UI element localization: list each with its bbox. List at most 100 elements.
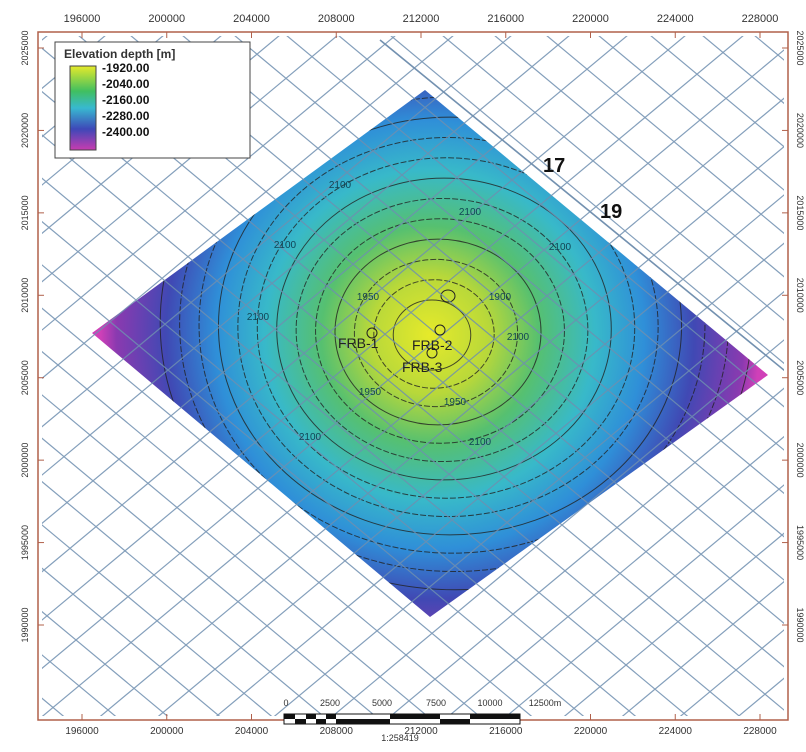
y-tick-label-left: 1990000 [20, 607, 30, 642]
seismic-line [42, 36, 744, 621]
seismic-line [42, 307, 533, 716]
well-label: FRB-2 [412, 337, 453, 353]
seismic-line [338, 36, 784, 408]
seismic-line [650, 36, 784, 148]
x-tick-label-bottom: 224000 [659, 726, 693, 737]
seismic-line [42, 524, 273, 716]
seismic-line [182, 36, 784, 538]
seismic-line [447, 435, 784, 716]
x-tick-label-top: 212000 [403, 13, 440, 25]
x-tick-label-top: 196000 [64, 13, 101, 25]
contour [256, 157, 636, 499]
scale-ratio: 1:258419 [381, 733, 419, 743]
scale-label: 2500 [320, 698, 340, 708]
seismic-line [273, 290, 784, 716]
contour-label: 2100 [299, 432, 322, 443]
contour [276, 177, 612, 481]
well-marker [426, 347, 438, 359]
scale-segment [336, 719, 390, 724]
x-tick-label-top: 228000 [742, 13, 779, 25]
seismic-line [42, 36, 454, 380]
contour-label: 2100 [459, 207, 482, 218]
seismic-line [42, 36, 570, 476]
contour-label: 1900 [489, 292, 512, 303]
seismic-line [621, 580, 784, 716]
y-tick-label-left: 2005000 [20, 360, 30, 395]
y-tick-label-right: 2020000 [795, 113, 805, 148]
y-tick-label-right: 2015000 [795, 195, 805, 230]
scale-segment [295, 719, 306, 724]
scale-label: 10000 [477, 698, 502, 708]
legend-label: -1920.00 [102, 61, 150, 75]
seismic-line [389, 387, 784, 716]
seismic-line [286, 36, 784, 451]
seismic-line [42, 610, 169, 716]
scale-bar: 0 2500 5000 7500 10000 12500m 1:258419 [283, 698, 561, 743]
y-tick-label-left: 2000000 [20, 443, 30, 478]
x-tick-label-bottom: 196000 [65, 726, 99, 737]
legend-ramp [69, 65, 97, 151]
x-tick-label-top: 200000 [148, 13, 185, 25]
contour [315, 218, 565, 444]
surface [92, 90, 768, 617]
annotations: 17 19 FRB-1 FRB-2 FRB-3 2100 2100 2100 2100 2100 2… [247, 155, 622, 448]
x-tick-label-top: 208000 [318, 13, 355, 25]
legend-label: -2040.00 [102, 77, 150, 91]
scale-label: 0 [283, 698, 288, 708]
seismic-line [215, 242, 784, 716]
contour-label: 1950 [359, 387, 382, 398]
y-tick-label-left: 2015000 [20, 195, 30, 230]
contour-label: 2100 [549, 242, 572, 253]
y-tick-label-left: 2010000 [20, 278, 30, 313]
legend-label: -2400.00 [102, 125, 150, 139]
contour-label: 1950 [357, 292, 380, 303]
seismic-line [505, 484, 784, 716]
scale-segment [316, 719, 326, 724]
scale-segment [326, 714, 336, 719]
scale-segment [306, 714, 316, 719]
x-tick-label-bottom: 212000 [404, 726, 438, 737]
scale-label: 5000 [372, 698, 392, 708]
contour [353, 258, 519, 408]
seismic-line [379, 39, 784, 372]
scale-segment [470, 714, 520, 719]
legend-label: -2160.00 [102, 93, 150, 107]
contour [373, 279, 495, 389]
y-tick-label-left: 1995000 [20, 525, 30, 560]
contour [392, 299, 472, 371]
legend-title: Elevation depth [m] [64, 47, 175, 61]
y-tick-label-left: 2020000 [20, 113, 30, 148]
legend-label: -2280.00 [102, 109, 150, 123]
line-label: 17 [543, 155, 565, 177]
y-tick-label-right: 1995000 [795, 525, 805, 560]
seismic-line [42, 264, 585, 716]
contour-label: 1950 [444, 397, 467, 408]
y-tick-label-left: 2025000 [20, 30, 30, 65]
scale-segment [440, 719, 470, 724]
seismic-line [42, 220, 637, 716]
well-marker [366, 327, 378, 339]
x-tick-label-bottom: 204000 [235, 726, 269, 737]
seismic-line [390, 36, 784, 365]
y-tick-label-right: 2000000 [795, 443, 805, 478]
axis-ticks: 196000 196000 200000 200000 204000 204000 2080… [20, 13, 805, 737]
seismic-line [99, 145, 784, 716]
x-tick-label-top: 204000 [233, 13, 270, 25]
seismic-line [42, 480, 325, 716]
x-tick-label-top: 224000 [657, 13, 694, 25]
scale-segment [284, 714, 295, 719]
seismic-line [563, 532, 784, 716]
x-tick-label-bottom: 208000 [320, 726, 354, 737]
x-tick-label-bottom: 220000 [574, 726, 608, 737]
seismic-line [42, 567, 221, 716]
seismic-line [42, 350, 481, 716]
seismic-line [42, 36, 628, 525]
seismic-line [494, 36, 784, 278]
seismic-line [42, 36, 686, 573]
well-marker [434, 324, 446, 336]
seismic-line [42, 394, 429, 716]
seismic-line [598, 36, 784, 191]
